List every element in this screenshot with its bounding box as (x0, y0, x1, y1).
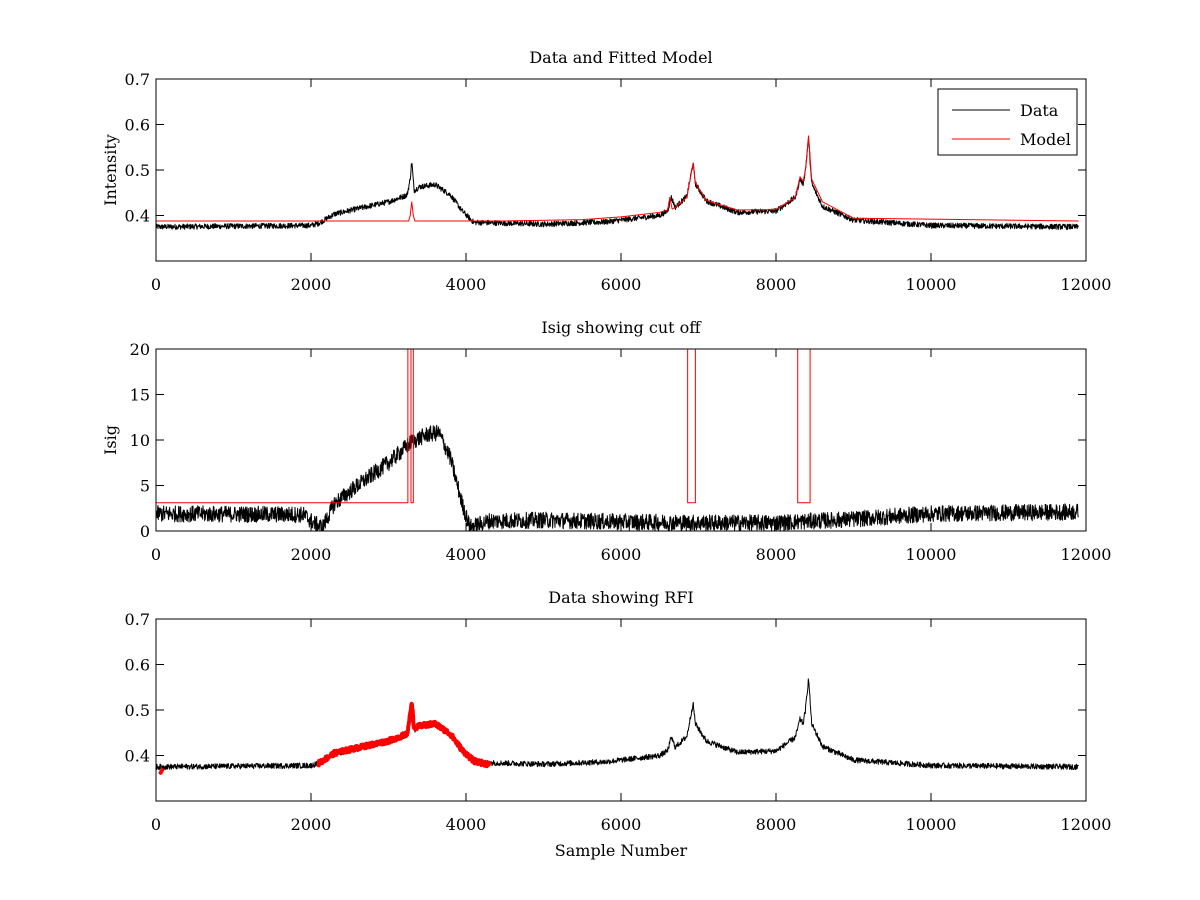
legend: Data Model (937, 88, 1078, 156)
x-tick-label: 0 (151, 275, 161, 294)
plot-lines (156, 349, 1079, 531)
plot-lines (156, 135, 1079, 230)
series-line-1 (156, 424, 1079, 531)
legend-label: Model (1020, 130, 1071, 149)
legend-box (937, 88, 1078, 156)
y-tick-label: 0.6 (125, 116, 150, 135)
x-tick-label: 0 (151, 815, 161, 834)
chart-title: Data showing RFI (548, 588, 693, 607)
plot-area (156, 619, 1086, 801)
chart-panel-2: 0 2000 4000 6000 8000 10000 12000 0 5 10 15 20 Isig … (101, 318, 1111, 564)
chart-title: Data and Fitted Model (529, 48, 712, 67)
y-axis-label: Intensity (101, 134, 120, 206)
x-tick-label: 4000 (446, 275, 487, 294)
x-tick-label: 6000 (601, 275, 642, 294)
series-line-2 (316, 701, 492, 769)
x-tick-label: 2000 (291, 545, 332, 564)
y-axis-label: Isig (101, 425, 120, 455)
x-tick-label: 12000 (1061, 545, 1112, 564)
x-tick-label: 2000 (291, 815, 332, 834)
y-tick-label: 10 (130, 431, 150, 450)
x-tick-label: 8000 (756, 815, 797, 834)
chart-title: Isig showing cut off (541, 318, 702, 337)
x-axis-label: Sample Number (555, 841, 688, 860)
chart-panel-3: 0 2000 4000 6000 8000 10000 12000 0.4 0.5 0.6 0.7 D… (125, 588, 1112, 860)
plot-area (156, 349, 1086, 531)
y-tick-label: 0.4 (125, 207, 150, 226)
y-tick-label: 0.5 (125, 161, 150, 180)
x-tick-label: 12000 (1061, 275, 1112, 294)
y-tick-label: 15 (130, 386, 150, 405)
x-tick-label: 4000 (446, 815, 487, 834)
x-tick-label: 0 (151, 545, 161, 564)
x-tick-label: 8000 (756, 545, 797, 564)
y-tick-label: 20 (130, 340, 150, 359)
x-tick-label: 10000 (906, 815, 957, 834)
series-line-2 (156, 135, 1079, 222)
legend-label: Data (1020, 101, 1059, 120)
y-tick-label: 5 (140, 477, 150, 496)
y-tick-label: 0 (140, 522, 150, 541)
series-line-3 (158, 768, 165, 775)
series-line-2 (156, 349, 1079, 504)
x-tick-label: 4000 (446, 545, 487, 564)
y-tick-label: 0.5 (125, 701, 150, 720)
x-tick-label: 8000 (756, 275, 797, 294)
x-tick-label: 12000 (1061, 815, 1112, 834)
y-tick-label: 0.7 (125, 610, 150, 629)
plot-area (156, 79, 1086, 261)
x-tick-label: 6000 (601, 815, 642, 834)
x-tick-label: 6000 (601, 545, 642, 564)
y-tick-label: 0.6 (125, 656, 150, 675)
chart-panel-1: 0 2000 4000 6000 8000 10000 12000 0.4 0.5 0.6 0.7 D… (101, 48, 1111, 294)
x-tick-label: 10000 (906, 545, 957, 564)
plot-lines (156, 678, 1079, 775)
series-line-1 (156, 678, 1079, 771)
y-tick-label: 0.7 (125, 70, 150, 89)
y-tick-label: 0.4 (125, 747, 150, 766)
x-tick-label: 2000 (291, 275, 332, 294)
x-tick-label: 10000 (906, 275, 957, 294)
series-line-1 (156, 139, 1079, 230)
